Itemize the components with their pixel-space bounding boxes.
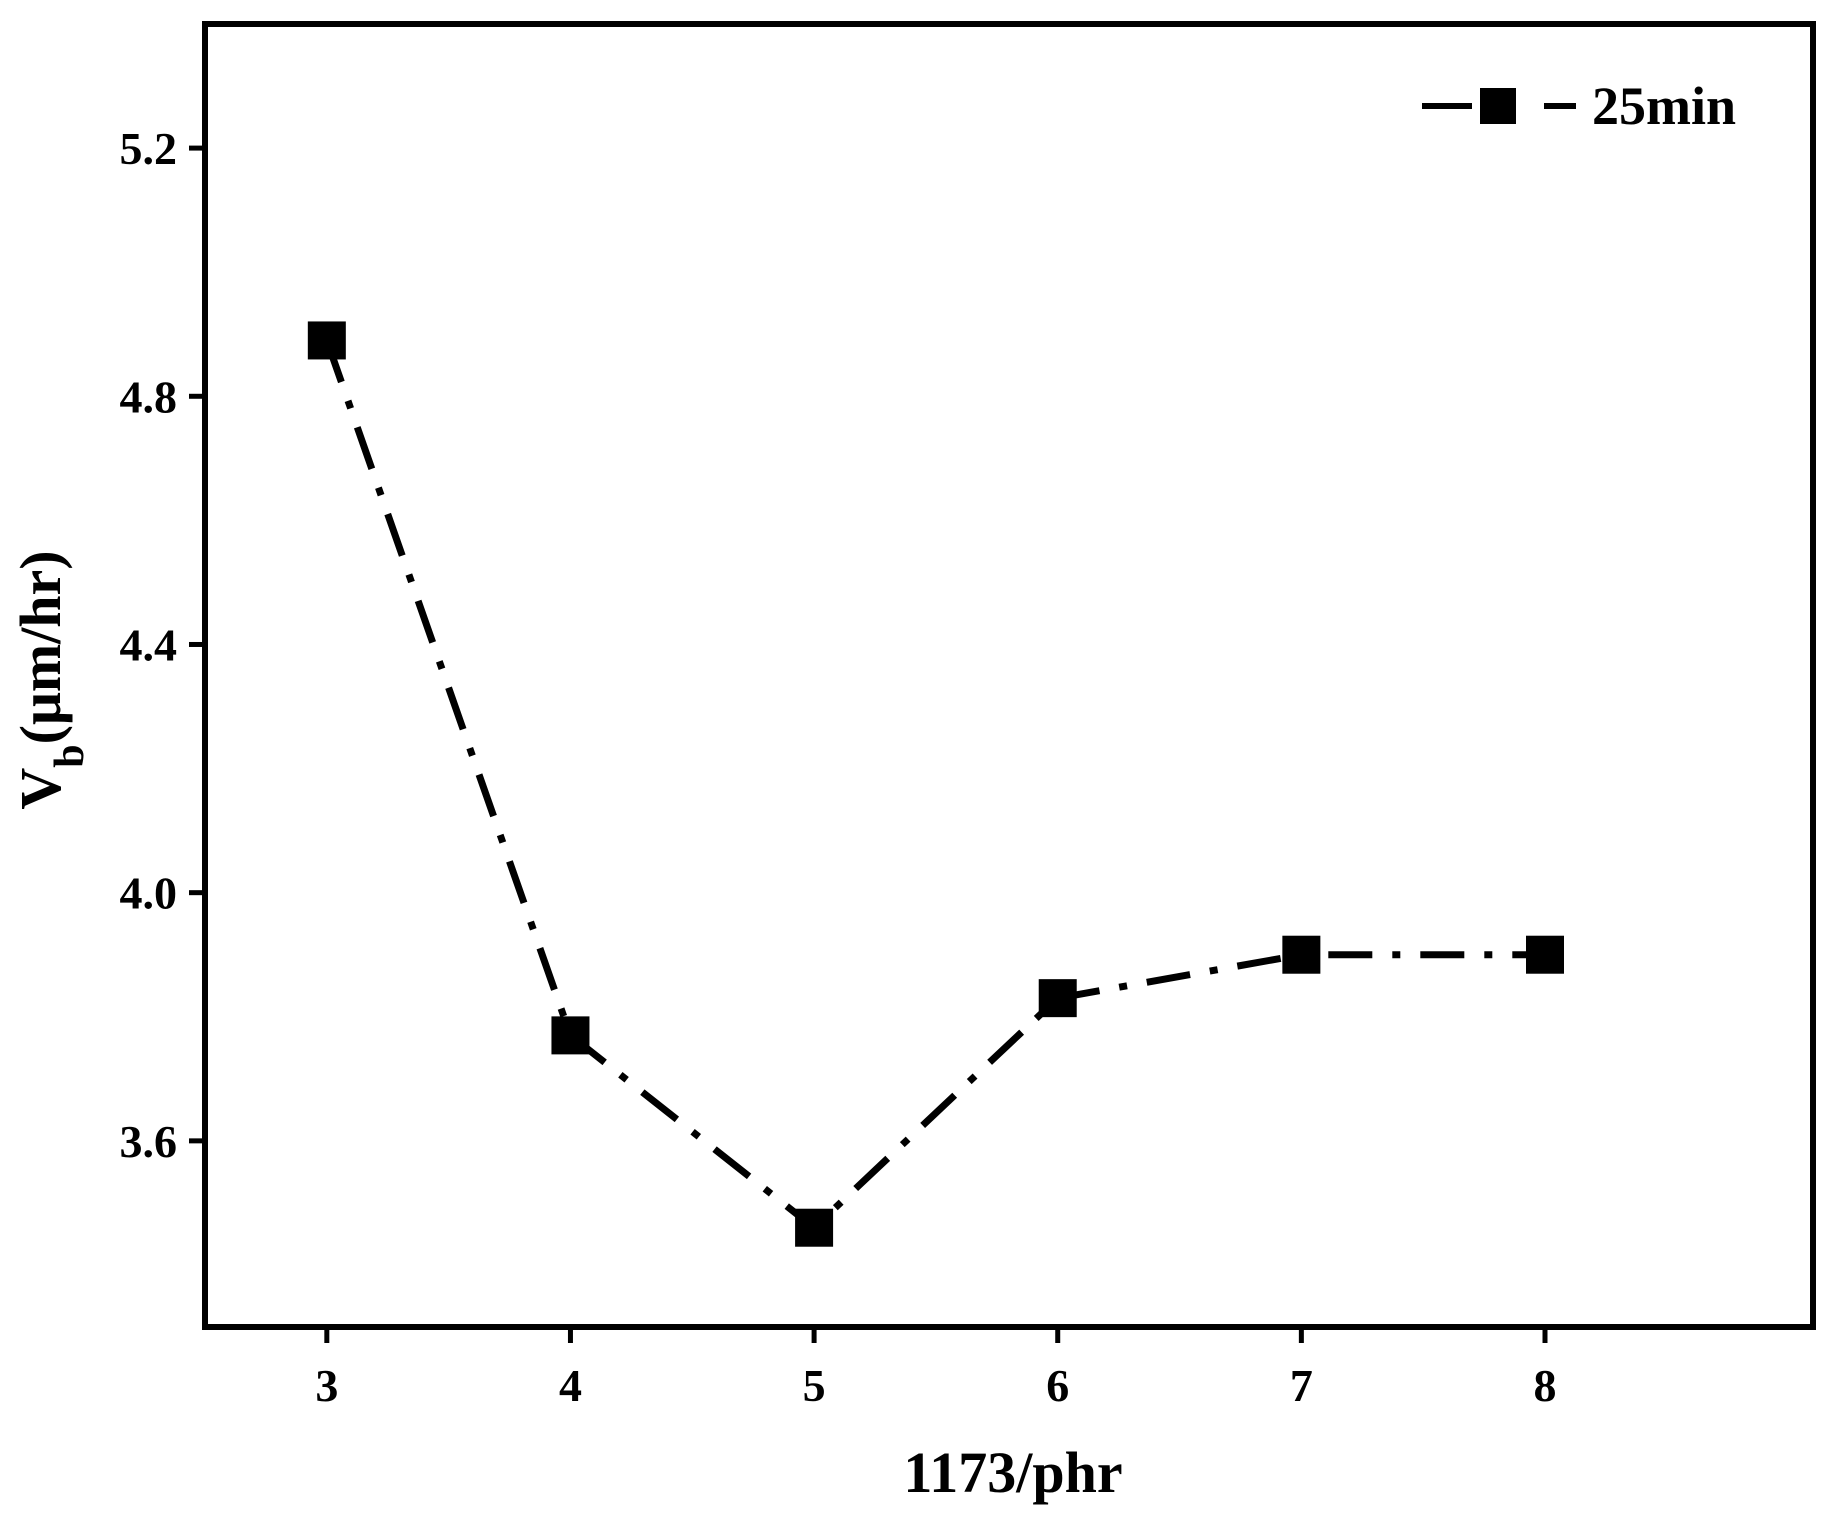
x-tick-label: 5 xyxy=(803,1360,826,1411)
y-axis-title-main: V xyxy=(8,768,73,810)
y-axis-title-subscript: b xyxy=(47,744,93,767)
data-point-marker xyxy=(307,321,346,360)
y-axis-title-unit: (μm/hr) xyxy=(8,550,73,744)
x-axis-ticks: 3 4 5 6 7 8 xyxy=(315,1327,1557,1411)
x-tick-label: 4 xyxy=(559,1360,582,1411)
y-tick-label: 4.0 xyxy=(120,868,178,919)
legend: 25min xyxy=(1422,76,1736,136)
x-tick-label: 3 xyxy=(315,1360,338,1411)
y-axis-ticks: 3.6 4.0 4.4 4.8 5.2 xyxy=(120,123,205,1167)
data-point-marker xyxy=(1526,935,1564,974)
legend-label: 25min xyxy=(1592,76,1736,136)
legend-marker-square xyxy=(1480,88,1516,124)
data-point-marker xyxy=(1282,935,1321,974)
data-point-marker xyxy=(551,1016,590,1055)
x-tick-label: 7 xyxy=(1290,1360,1313,1411)
y-tick-label: 4.4 xyxy=(120,619,178,670)
series-line xyxy=(323,339,1545,1232)
series-layer xyxy=(307,321,1564,1247)
data-point-marker xyxy=(1038,979,1077,1018)
y-axis-title: Vb(μm/hr) xyxy=(8,550,93,809)
data-point-marker xyxy=(795,1208,834,1247)
plot-frame xyxy=(202,21,1816,1330)
x-tick-label: 6 xyxy=(1046,1360,1069,1411)
x-axis-title: 1173/phr xyxy=(903,1440,1122,1505)
y-tick-label: 3.6 xyxy=(120,1116,178,1167)
x-tick-label: 8 xyxy=(1534,1360,1557,1411)
y-tick-label: 5.2 xyxy=(120,123,178,174)
y-tick-label: 4.8 xyxy=(120,371,178,422)
